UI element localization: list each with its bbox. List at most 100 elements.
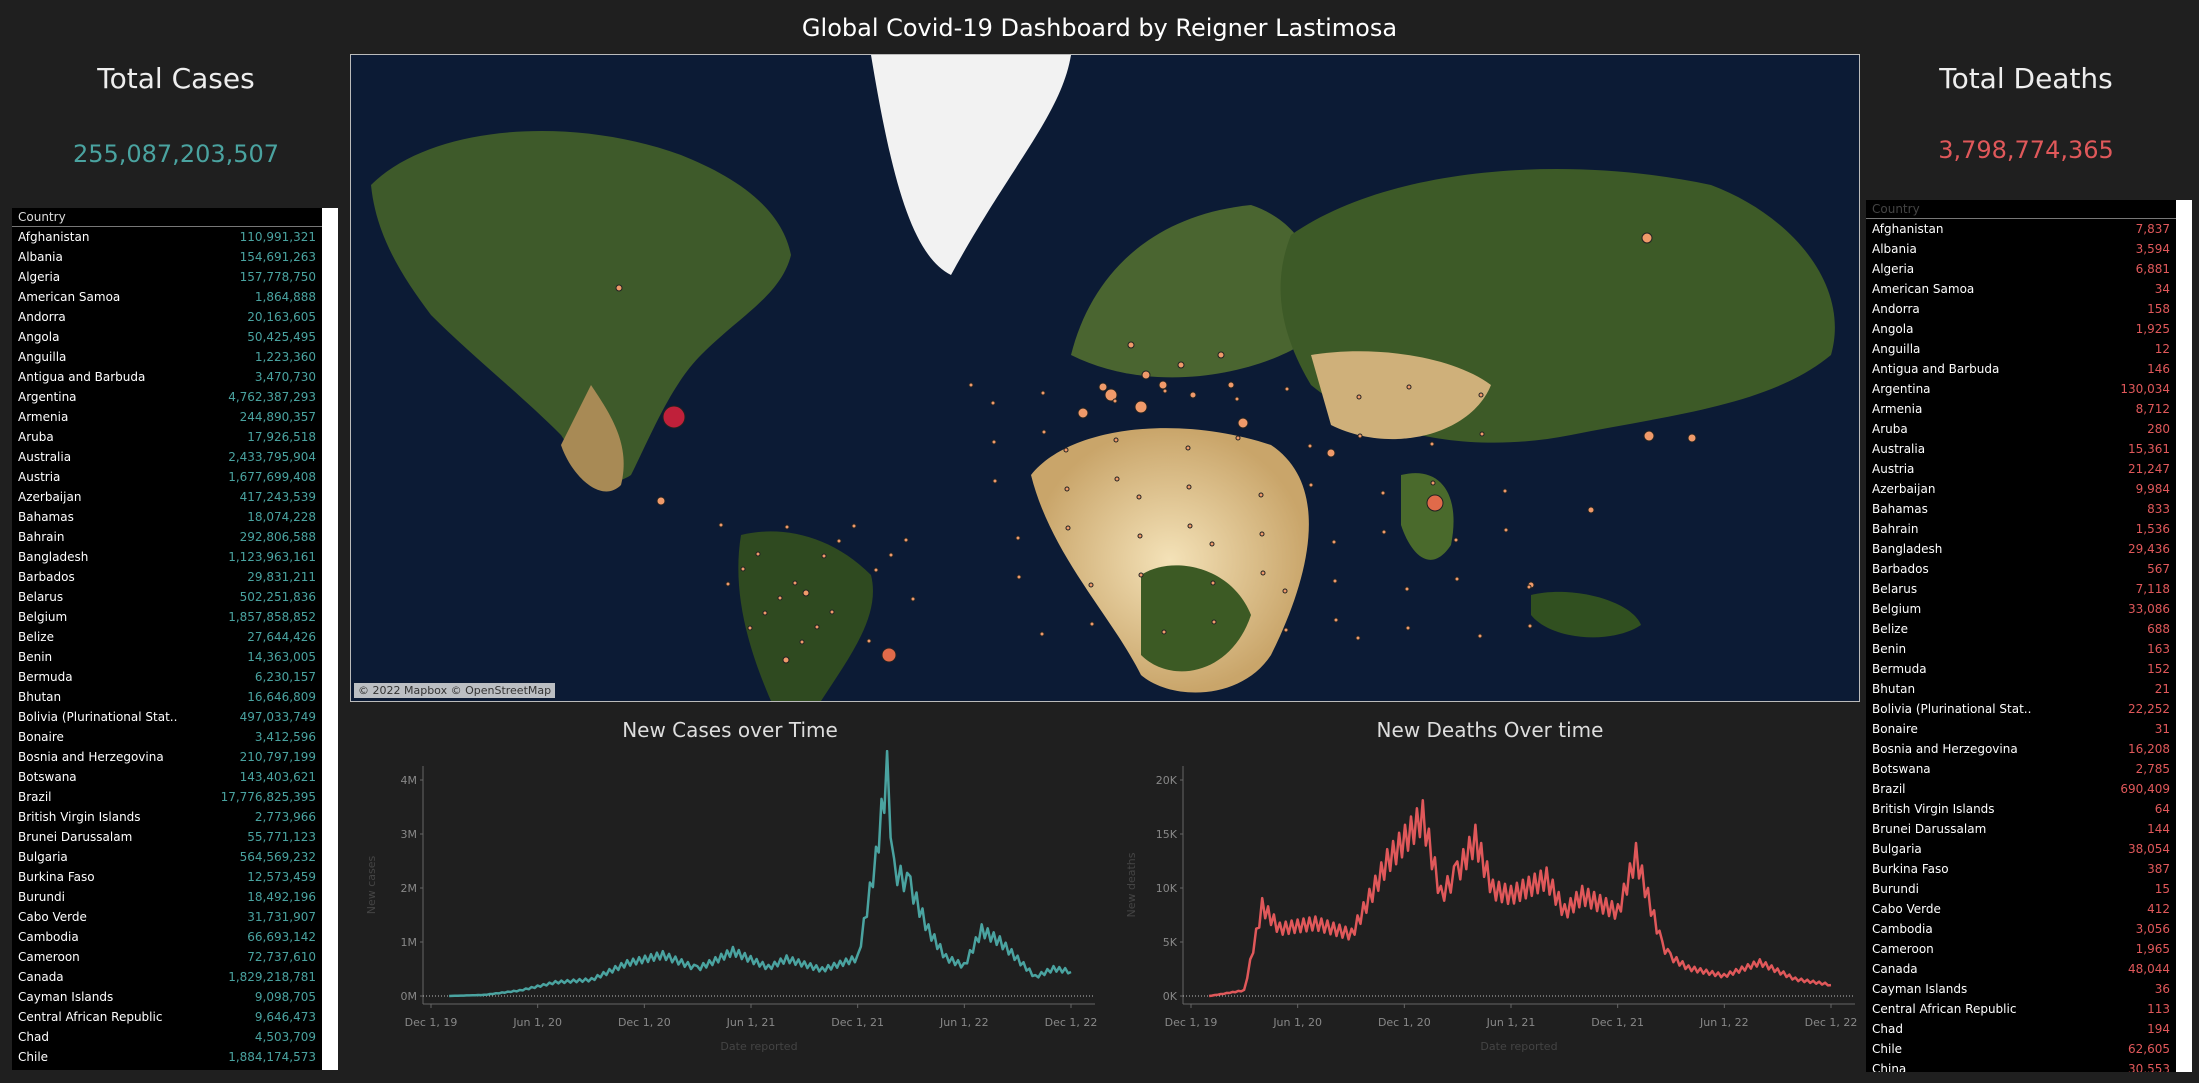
table-row[interactable]: Chad 194 xyxy=(1866,1019,2176,1039)
country-bubble[interactable] xyxy=(1326,448,1336,458)
new-cases-chart[interactable]: 0M 1M 2M 3M 4M Dec 1, 19 Jun 1, 20 Dec 1, 20 Jun… xyxy=(355,750,1115,1070)
table-row[interactable]: Bhutan 21 xyxy=(1866,679,2176,699)
deaths-by-country-table[interactable]: Country Afghanistan 7,837 Albania 3,594 Alge… xyxy=(1866,200,2192,1072)
country-bubble[interactable] xyxy=(1162,388,1168,394)
country-bubble[interactable] xyxy=(802,589,810,597)
country-bubble[interactable] xyxy=(1687,433,1697,443)
country-bubble[interactable] xyxy=(1477,633,1483,639)
country-bubble[interactable] xyxy=(615,284,623,292)
table-row[interactable]: Austria 1,677,699,408 xyxy=(12,467,322,487)
table-row[interactable]: Burundi 15 xyxy=(1866,879,2176,899)
country-bubble[interactable] xyxy=(1308,482,1314,488)
table-row[interactable]: Bolivia (Plurinational Stat.. 22,252 xyxy=(1866,699,2176,719)
table-row[interactable]: Belgium 33,086 xyxy=(1866,599,2176,619)
table-row[interactable]: Aruba 280 xyxy=(1866,419,2176,439)
country-bubble[interactable] xyxy=(1161,629,1167,635)
table-row[interactable]: Burkina Faso 12,573,459 xyxy=(12,867,322,887)
table-row[interactable]: Central African Republic 9,646,473 xyxy=(12,1007,322,1027)
table-row[interactable]: Cambodia 66,693,142 xyxy=(12,927,322,947)
table-row[interactable]: Cambodia 3,056 xyxy=(1866,919,2176,939)
country-bubble[interactable] xyxy=(1217,351,1225,359)
table-row[interactable]: Botswana 143,403,621 xyxy=(12,767,322,787)
table-row[interactable]: Central African Republic 113 xyxy=(1866,999,2176,1019)
country-bubble[interactable] xyxy=(1404,586,1410,592)
table-row[interactable]: Belize 688 xyxy=(1866,619,2176,639)
country-bubble[interactable] xyxy=(1406,384,1412,390)
country-bubble[interactable] xyxy=(1211,619,1217,625)
country-bubble[interactable] xyxy=(992,478,998,484)
table-row[interactable]: Canada 1,829,218,781 xyxy=(12,967,322,987)
country-bubble[interactable] xyxy=(1137,533,1143,539)
country-bubble[interactable] xyxy=(1234,396,1240,402)
country-bubble[interactable] xyxy=(784,524,790,530)
country-bubble[interactable] xyxy=(866,638,872,644)
country-bubble[interactable] xyxy=(851,523,857,529)
table-row[interactable]: Armenia 244,890,357 xyxy=(12,407,322,427)
country-bubble[interactable] xyxy=(1478,392,1484,398)
table-row[interactable]: British Virgin Islands 64 xyxy=(1866,799,2176,819)
country-bubble[interactable] xyxy=(1112,398,1118,404)
map-attribution[interactable]: © 2022 Mapbox © OpenStreetMap xyxy=(354,683,556,698)
table-row[interactable]: Cameroon 72,737,610 xyxy=(12,947,322,967)
table-row[interactable]: Brazil 690,409 xyxy=(1866,779,2176,799)
country-bubble[interactable] xyxy=(1136,494,1142,500)
country-bubble[interactable] xyxy=(1209,541,1215,547)
table-row[interactable]: Afghanistan 7,837 xyxy=(1866,219,2176,239)
country-bubble[interactable] xyxy=(1064,486,1070,492)
country-bubble[interactable] xyxy=(1332,578,1338,584)
country-bubble[interactable] xyxy=(1430,480,1436,486)
country-bubble[interactable] xyxy=(1380,490,1386,496)
country-bubble[interactable] xyxy=(1158,380,1168,390)
country-bubble[interactable] xyxy=(1141,370,1151,380)
table-row[interactable]: Bonaire 31 xyxy=(1866,719,2176,739)
table-header-country[interactable]: Country xyxy=(1866,200,2176,219)
country-bubble[interactable] xyxy=(718,522,724,528)
country-bubble[interactable] xyxy=(1016,574,1022,580)
table-row[interactable]: Canada 48,044 xyxy=(1866,959,2176,979)
table-row[interactable]: Cayman Islands 36 xyxy=(1866,979,2176,999)
table-row[interactable]: Armenia 8,712 xyxy=(1866,399,2176,419)
country-bubble[interactable] xyxy=(1259,531,1265,537)
country-bubble[interactable] xyxy=(1526,584,1532,590)
new-deaths-chart[interactable]: 0K 5K 10K 15K 20K Dec 1, 19 Jun 1, 20 Dec 1, 20… xyxy=(1115,750,1875,1070)
country-bubble[interactable] xyxy=(1587,506,1595,514)
country-bubble[interactable] xyxy=(1284,386,1290,392)
series-line[interactable] xyxy=(1208,798,1832,998)
table-row[interactable]: Anguilla 1,223,360 xyxy=(12,347,322,367)
table-row[interactable]: Brunei Darussalam 144 xyxy=(1866,819,2176,839)
country-bubble[interactable] xyxy=(1381,529,1387,535)
country-bubble[interactable] xyxy=(1186,484,1192,490)
table-row[interactable]: Barbados 29,831,211 xyxy=(12,567,322,587)
country-bubble[interactable] xyxy=(747,625,753,631)
table-row[interactable]: Bahamas 18,074,228 xyxy=(12,507,322,527)
table-row[interactable]: Bolivia (Plurinational Stat.. 497,033,749 xyxy=(12,707,322,727)
country-bubble[interactable] xyxy=(1503,527,1509,533)
country-bubble[interactable] xyxy=(1015,535,1021,541)
country-bubble[interactable] xyxy=(829,609,835,615)
country-bubble[interactable] xyxy=(990,400,996,406)
table-row[interactable]: Austria 21,247 xyxy=(1866,459,2176,479)
country-bubble[interactable] xyxy=(1307,443,1313,449)
country-bubble[interactable] xyxy=(1065,525,1071,531)
country-bubble[interactable] xyxy=(1429,441,1435,447)
table-row[interactable]: Aruba 17,926,518 xyxy=(12,427,322,447)
table-row[interactable]: Cameroon 1,965 xyxy=(1866,939,2176,959)
country-bubble[interactable] xyxy=(1527,623,1533,629)
table-row[interactable]: Andorra 158 xyxy=(1866,299,2176,319)
table-row[interactable]: Belarus 502,251,836 xyxy=(12,587,322,607)
country-bubble[interactable] xyxy=(903,537,909,543)
country-bubble[interactable] xyxy=(1189,391,1197,399)
table-row[interactable]: Bosnia and Herzegovina 16,208 xyxy=(1866,739,2176,759)
country-bubble[interactable] xyxy=(1405,625,1411,631)
country-bubble[interactable] xyxy=(1041,429,1047,435)
country-bubble[interactable] xyxy=(1333,617,1339,623)
table-row[interactable]: Benin 14,363,005 xyxy=(12,647,322,667)
country-bubble[interactable] xyxy=(740,566,746,572)
table-row[interactable]: Australia 2,433,795,904 xyxy=(12,447,322,467)
country-bubble[interactable] xyxy=(1356,394,1362,400)
country-bubble[interactable] xyxy=(1227,381,1235,389)
country-bubble[interactable] xyxy=(1039,631,1045,637)
series-line[interactable] xyxy=(449,750,1072,998)
country-bubble[interactable] xyxy=(1098,382,1108,392)
country-bubble[interactable] xyxy=(1063,447,1069,453)
